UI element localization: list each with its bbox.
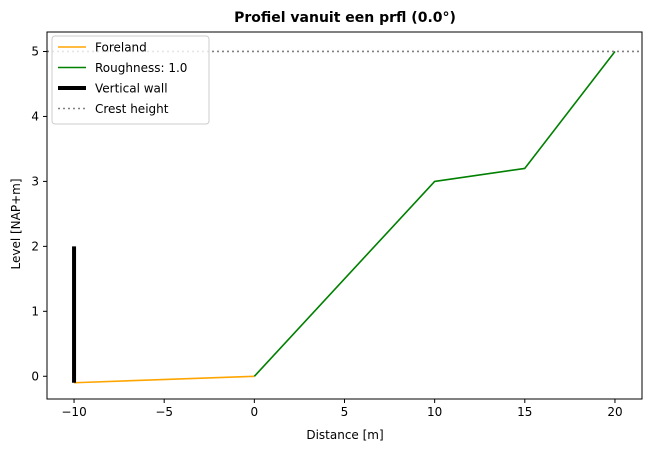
series-line-roughness-1-0 xyxy=(253,51,616,377)
x-tick-label: 10 xyxy=(427,405,442,419)
y-tick-label: 2 xyxy=(31,239,39,253)
y-tick-label: 3 xyxy=(31,174,39,188)
x-tick-label: 15 xyxy=(517,405,532,419)
y-tick-label: 1 xyxy=(31,304,39,318)
plot-area xyxy=(46,31,643,400)
legend-label: Crest height xyxy=(95,102,169,116)
y-tick-label: 4 xyxy=(31,109,39,123)
legend-label: Foreland xyxy=(95,41,147,55)
y-tick-label: 0 xyxy=(31,369,39,383)
y-axis: 0 1 2 3 4 5 xyxy=(31,44,47,383)
x-tick-label: 5 xyxy=(341,405,349,419)
chart-title: Profiel vanuit een prfl (0.0°) xyxy=(234,10,456,26)
x-tick-label: −10 xyxy=(61,405,86,419)
y-tick-label: 5 xyxy=(31,44,39,58)
legend-label: Roughness: 1.0 xyxy=(95,61,187,75)
x-tick-label: 0 xyxy=(251,405,259,419)
y-axis-label: Level [NAP+m] xyxy=(9,178,23,269)
legend-label: Vertical wall xyxy=(95,82,168,96)
legend: Foreland Roughness: 1.0 Vertical wall Crest… xyxy=(51,35,210,125)
x-tick-label: 20 xyxy=(607,405,622,419)
x-tick-label: −5 xyxy=(155,405,173,419)
x-axis: −10 −5 0 5 10 15 20 xyxy=(61,399,623,419)
legend-box xyxy=(51,35,210,125)
series-line-foreland xyxy=(74,375,255,384)
x-axis-label: Distance [m] xyxy=(306,428,383,442)
